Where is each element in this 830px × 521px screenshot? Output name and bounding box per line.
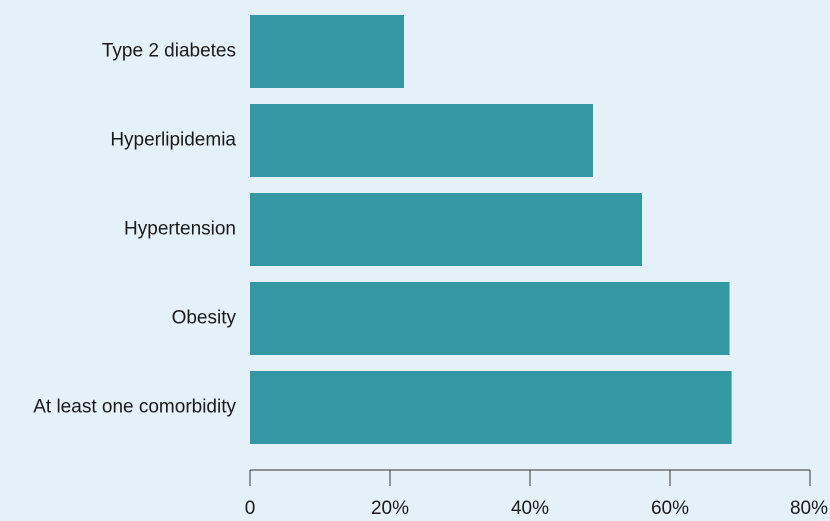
- x-tick-label: 20%: [371, 498, 409, 519]
- bar: [250, 193, 642, 266]
- bar: [250, 371, 732, 444]
- category-label: Hyperlipidemia: [110, 130, 236, 151]
- bars-group: [250, 15, 732, 444]
- x-axis: 0 20% 40% 60% 80%: [245, 469, 828, 519]
- bar: [250, 15, 404, 88]
- bar: [250, 282, 730, 355]
- category-labels: Type 2 diabetes Hyperlipidemia Hypertensio…: [33, 41, 236, 418]
- category-label: Type 2 diabetes: [102, 41, 236, 62]
- bar: [250, 104, 593, 177]
- x-tick-label: 60%: [651, 498, 689, 519]
- x-tick-label: 80%: [790, 498, 828, 519]
- x-tick-label: 40%: [511, 498, 549, 519]
- x-tick-label: 0: [245, 498, 256, 519]
- category-label: At least one comorbidity: [33, 397, 236, 418]
- category-label: Hypertension: [124, 219, 236, 240]
- category-label: Obesity: [172, 308, 237, 329]
